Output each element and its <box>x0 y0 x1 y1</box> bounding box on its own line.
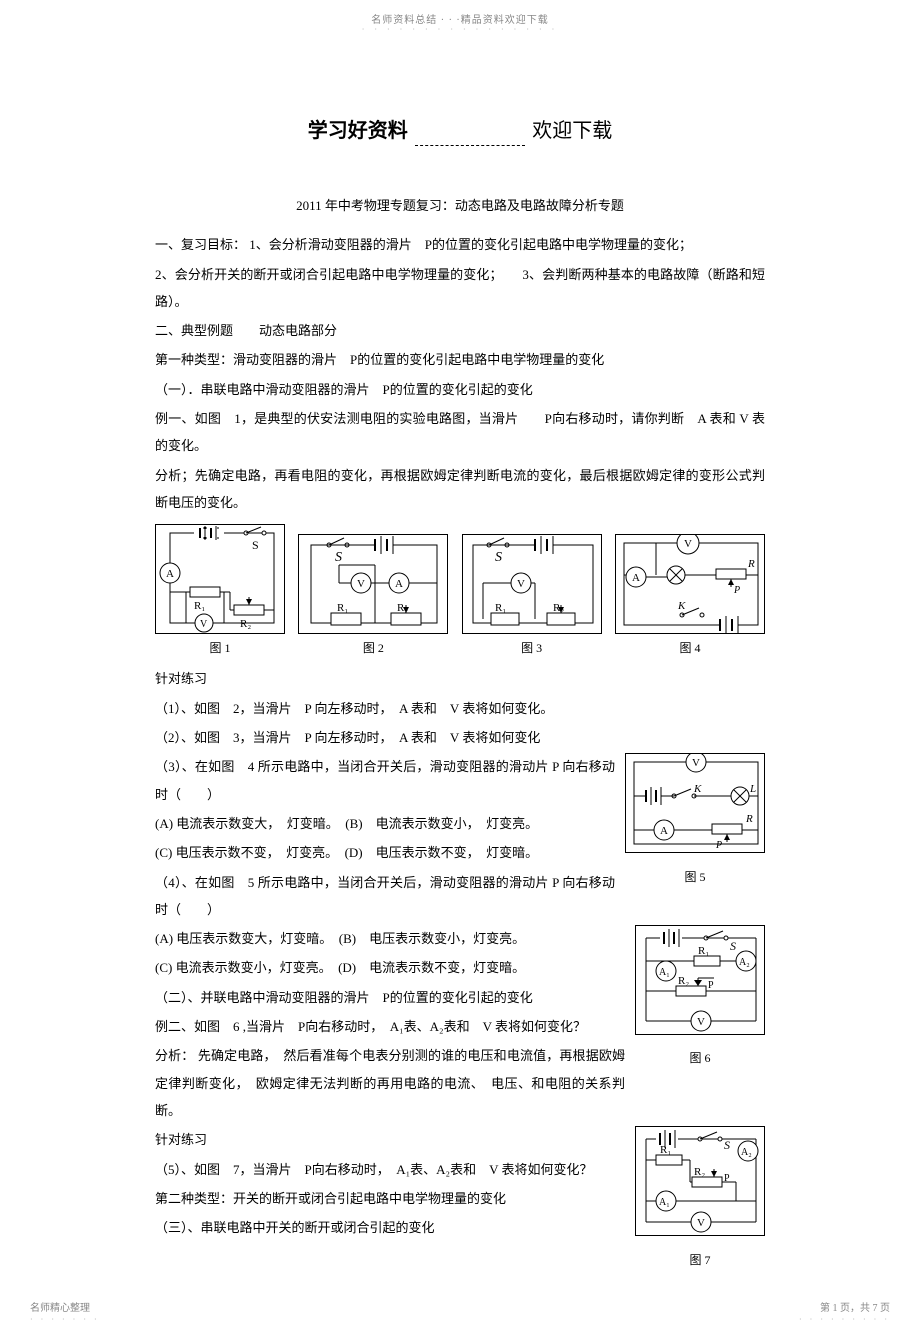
header-left: 学习好资料 <box>308 120 408 142</box>
svg-text:V: V <box>200 619 208 630</box>
svg-text:R: R <box>745 813 753 825</box>
page-header: 学习好资料 欢迎下载 <box>155 110 765 152</box>
svg-text:K: K <box>677 600 686 612</box>
header-dash <box>415 145 525 146</box>
figure-5: V K L A R P 图 5 <box>625 753 765 889</box>
circuit-3-svg: S V R₁ R₂ <box>462 534 602 634</box>
practice-1: 针对练习 <box>155 665 765 692</box>
top-dots: · · · · · · · · · · · · · · · · <box>0 22 920 39</box>
figure-2: S V A R₁ R₂ 图 2 <box>298 534 448 661</box>
figures-row-1: S A R₁ R₂ V 图 1 <box>155 524 765 661</box>
svg-text:R₁: R₁ <box>660 1144 671 1156</box>
fig1-label: 图 1 <box>209 636 230 661</box>
svg-text:R₁: R₁ <box>698 945 709 957</box>
circuit-4-svg: V R P A K <box>615 534 765 634</box>
svg-text:S: S <box>252 538 259 552</box>
svg-text:V: V <box>692 757 700 769</box>
svg-text:A₁: A₁ <box>659 967 670 978</box>
circuit-1-svg: S A R₁ R₂ V <box>155 524 285 634</box>
para-2: 2、会分析开关的断开或闭合引起电路中电学物理量的变化； 3、会判断两种基本的电路… <box>155 261 765 316</box>
fig2-label: 图 2 <box>363 636 384 661</box>
q2: （2）、如图 3，当滑片 P 向左移动时， A 表和 V 表将如何变化 <box>155 724 765 751</box>
svg-text:R₂: R₂ <box>678 975 689 987</box>
fig4-label: 图 4 <box>679 636 700 661</box>
svg-text:L: L <box>749 783 756 795</box>
figure-7: S A₂ R₁ R₂ P A₁ V 图 7 <box>635 1126 765 1272</box>
footer-dots-right: · · · · · · · · · <box>799 1312 890 1329</box>
svg-text:S: S <box>335 550 342 565</box>
svg-text:A: A <box>632 572 640 584</box>
circuit-5-svg: V K L A R P <box>625 753 765 853</box>
circuit-6-svg: S R₁ A₂ A₁ R₂ P V <box>635 925 765 1035</box>
figure-3: S V R₁ R₂ 图 3 <box>462 534 602 661</box>
para-4: 第一种类型：滑动变阻器的滑片 P的位置的变化引起电路中电学物理量的变化 <box>155 346 765 373</box>
circuit-2-svg: S V A R₁ R₂ <box>298 534 448 634</box>
svg-text:A: A <box>166 568 174 580</box>
svg-text:R₁: R₁ <box>194 600 205 612</box>
svg-text:V: V <box>697 1016 705 1028</box>
svg-text:V: V <box>684 538 692 550</box>
svg-text:V: V <box>697 1217 705 1229</box>
document-title: 2011 年中考物理专题复习：动态电路及电路故障分析专题 <box>155 192 765 219</box>
fig6-label: 图 6 <box>635 1046 765 1071</box>
fig7-label: 图 7 <box>635 1248 765 1273</box>
header-right: 欢迎下载 <box>532 120 612 142</box>
q1: （1）、如图 2，当滑片 P 向左移动时， A 表和 V 表将如何变化。 <box>155 695 765 722</box>
para-1: 一、复习目标： 1、会分析滑动变阻器的滑片 P的位置的变化引起电路中电学物理量的… <box>155 231 765 258</box>
svg-text:A₁: A₁ <box>659 1197 670 1208</box>
svg-text:P: P <box>708 980 714 991</box>
svg-text:S: S <box>730 939 736 953</box>
fig3-label: 图 3 <box>521 636 542 661</box>
figure-4: V R P A K <box>615 534 765 661</box>
footer-dots-left: · · · · · · · <box>30 1312 100 1329</box>
svg-text:A: A <box>660 825 668 837</box>
svg-text:R: R <box>747 558 755 570</box>
svg-text:R₁: R₁ <box>495 602 506 614</box>
svg-text:K: K <box>693 783 702 795</box>
svg-text:V: V <box>517 578 525 590</box>
svg-text:P: P <box>733 585 740 596</box>
svg-text:S: S <box>495 550 502 565</box>
svg-text:A₂: A₂ <box>739 957 750 968</box>
figure-1: S A R₁ R₂ V 图 1 <box>155 524 285 661</box>
svg-text:V: V <box>357 578 365 590</box>
svg-text:R₂: R₂ <box>694 1166 705 1178</box>
svg-text:S: S <box>724 1138 730 1152</box>
svg-text:A: A <box>395 578 403 590</box>
para-6: 例一、如图 1，是典型的伏安法测电阻的实验电路图，当滑片 P向右移动时，请你判断… <box>155 405 765 460</box>
para-5: （一）．串联电路中滑动变阻器的滑片 P的位置的变化引起的变化 <box>155 376 765 403</box>
svg-text:P: P <box>715 840 722 851</box>
svg-text:A₂: A₂ <box>741 1147 752 1158</box>
circuit-7-svg: S A₂ R₁ R₂ P A₁ V <box>635 1126 765 1236</box>
para-7: 分析；先确定电路，再看电阻的变化，再根据欧姆定律判断电流的变化，最后根据欧姆定律… <box>155 462 765 517</box>
figure-6: S R₁ A₂ A₁ R₂ P V 图 6 <box>635 925 765 1071</box>
para-3: 二、典型例题 动态电路部分 <box>155 317 765 344</box>
fig5-label: 图 5 <box>625 865 765 890</box>
svg-text:R₂: R₂ <box>240 618 251 630</box>
svg-text:R₁: R₁ <box>337 602 348 614</box>
